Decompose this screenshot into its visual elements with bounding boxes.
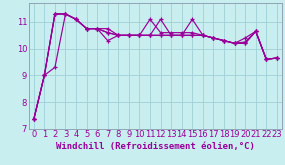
X-axis label: Windchill (Refroidissement éolien,°C): Windchill (Refroidissement éolien,°C) [56, 142, 255, 151]
